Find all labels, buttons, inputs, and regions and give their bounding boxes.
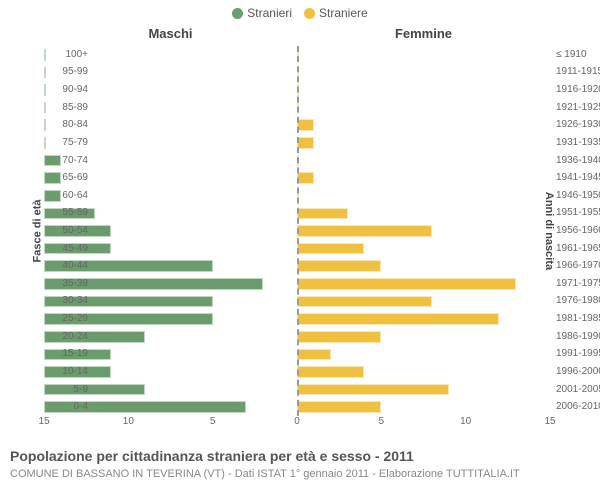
age-tick: 75-79 xyxy=(48,137,88,148)
birth-year-tick: 1966-1970 xyxy=(556,260,600,271)
birth-year-tick: 1911-1915 xyxy=(556,66,600,77)
x-tick: 10 xyxy=(460,416,471,427)
x-tick: 5 xyxy=(379,416,385,427)
female-bar xyxy=(297,349,331,361)
age-tick: 95-99 xyxy=(48,66,88,77)
age-tick: 100+ xyxy=(48,49,88,60)
column-header-left: Maschi xyxy=(44,26,297,44)
legend-male-label: Stranieri xyxy=(247,6,292,20)
age-tick: 50-54 xyxy=(48,225,88,236)
legend: Stranieri Straniere xyxy=(0,6,600,20)
x-tick: 0 xyxy=(294,416,300,427)
birth-year-tick: 1956-1960 xyxy=(556,225,600,236)
age-tick: 10-14 xyxy=(48,366,88,377)
chart-title: Popolazione per cittadinanza straniera p… xyxy=(10,448,414,464)
male-bar xyxy=(44,119,46,131)
male-bar xyxy=(44,49,46,61)
female-bar xyxy=(297,278,516,290)
female-bar xyxy=(297,366,364,378)
age-tick: 5-9 xyxy=(48,384,88,395)
female-bar xyxy=(297,208,348,220)
birth-year-tick: 1951-1955 xyxy=(556,207,600,218)
legend-female-label: Straniere xyxy=(319,6,368,20)
male-bar xyxy=(44,67,46,79)
female-swatch xyxy=(304,8,315,19)
male-swatch xyxy=(232,8,243,19)
age-tick: 65-69 xyxy=(48,172,88,183)
age-tick: 85-89 xyxy=(48,102,88,113)
column-header-right: Femmine xyxy=(297,26,550,44)
birth-year-tick: 1916-1920 xyxy=(556,84,600,95)
female-bar xyxy=(297,401,381,413)
x-tick: 10 xyxy=(123,416,134,427)
y-axis-label-left: Fasce di età xyxy=(31,200,43,263)
age-tick: 60-64 xyxy=(48,190,88,201)
birth-year-tick: 1986-1990 xyxy=(556,331,600,342)
x-axis: 15105051015 xyxy=(44,416,550,434)
age-tick: 45-49 xyxy=(48,243,88,254)
age-tick: 0-4 xyxy=(48,401,88,412)
age-tick: 25-29 xyxy=(48,313,88,324)
birth-year-tick: 1971-1975 xyxy=(556,278,600,289)
age-tick: 90-94 xyxy=(48,84,88,95)
female-bar xyxy=(297,119,314,131)
birth-year-tick: 1976-1980 xyxy=(556,295,600,306)
birth-year-tick: 1996-2000 xyxy=(556,366,600,377)
birth-year-tick: 1921-1925 xyxy=(556,102,600,113)
age-tick: 35-39 xyxy=(48,278,88,289)
age-tick: 80-84 xyxy=(48,119,88,130)
chart-subtitle: COMUNE DI BASSANO IN TEVERINA (VT) - Dat… xyxy=(10,468,520,480)
legend-item-male: Stranieri xyxy=(232,6,292,20)
age-tick: 20-24 xyxy=(48,331,88,342)
female-bar xyxy=(297,225,432,237)
birth-year-tick: ≤ 1910 xyxy=(556,49,600,60)
age-tick: 55-59 xyxy=(48,207,88,218)
birth-year-tick: 1946-1950 xyxy=(556,190,600,201)
female-bar xyxy=(297,137,314,149)
female-bar xyxy=(297,243,364,255)
birth-year-tick: 1926-1930 xyxy=(556,119,600,130)
birth-year-tick: 1981-1985 xyxy=(556,313,600,324)
female-bar xyxy=(297,384,449,396)
birth-year-tick: 1991-1995 xyxy=(556,348,600,359)
male-bar xyxy=(44,137,46,149)
age-tick: 15-19 xyxy=(48,348,88,359)
legend-item-female: Straniere xyxy=(304,6,368,20)
age-tick: 40-44 xyxy=(48,260,88,271)
birth-year-tick: 1961-1965 xyxy=(556,243,600,254)
male-bar xyxy=(44,102,46,114)
y-axis-label-right: Anni di nascita xyxy=(543,192,555,270)
x-tick: 15 xyxy=(38,416,49,427)
male-bar xyxy=(44,84,46,96)
birth-year-tick: 1931-1935 xyxy=(556,137,600,148)
birth-year-tick: 2006-2010 xyxy=(556,401,600,412)
female-bar xyxy=(297,313,499,325)
female-bar xyxy=(297,172,314,184)
female-bar xyxy=(297,296,432,308)
pyramid-chart: Maschi Femmine 15105051015 Fasce di età … xyxy=(44,26,550,436)
birth-year-tick: 2001-2005 xyxy=(556,384,600,395)
center-axis xyxy=(297,46,299,416)
birth-year-tick: 1941-1945 xyxy=(556,172,600,183)
age-tick: 30-34 xyxy=(48,295,88,306)
age-tick: 70-74 xyxy=(48,155,88,166)
x-tick: 5 xyxy=(210,416,216,427)
female-bar xyxy=(297,331,381,343)
x-tick: 15 xyxy=(544,416,555,427)
female-bar xyxy=(297,260,381,272)
birth-year-tick: 1936-1940 xyxy=(556,155,600,166)
